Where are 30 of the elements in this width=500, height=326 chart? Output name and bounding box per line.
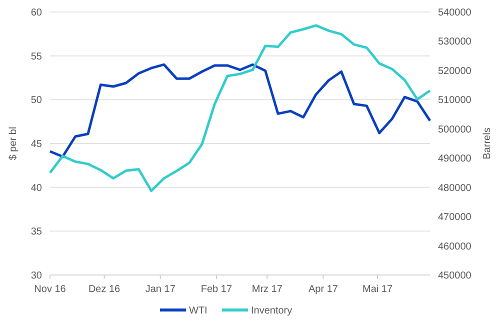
y2-tick-label: 490000 xyxy=(438,154,472,165)
y-tick-label: 60 xyxy=(30,8,42,18)
y2-tick-label: 480000 xyxy=(438,182,472,194)
y-tick-label: 40 xyxy=(30,182,42,194)
y2-tick-label: 510000 xyxy=(438,95,472,106)
x-tick-label: Feb 17 xyxy=(200,284,232,295)
y2-tick-label: 500000 xyxy=(438,124,472,136)
line-series xyxy=(48,63,432,158)
y2-tick-label: 520000 xyxy=(438,66,472,77)
line-series xyxy=(48,24,432,192)
x-tick-label: Mai 17 xyxy=(362,284,393,295)
y2-tick-label: 460000 xyxy=(438,241,472,252)
y2-axis-title: Barrels xyxy=(482,128,493,160)
y2-tick-label: 540000 xyxy=(438,8,472,18)
x-tick-label: Nov 16 xyxy=(34,284,66,295)
y-axis-title: $ per bl xyxy=(8,126,19,160)
y-tick-label: 35 xyxy=(30,226,42,238)
y-tick-label: 30 xyxy=(30,270,42,282)
y-tick-label: 55 xyxy=(30,51,42,62)
y-tick-label: 50 xyxy=(30,95,42,106)
y2-tick-label: 530000 xyxy=(438,36,472,48)
x-tick-label: Dez 16 xyxy=(88,284,121,295)
y2-tick-label: 470000 xyxy=(438,212,472,224)
x-tick-label: Apr 17 xyxy=(308,284,338,295)
x-tick-label: Jan 17 xyxy=(145,284,176,295)
y-tick-label: 45 xyxy=(30,139,42,150)
legend-label: WTI xyxy=(189,306,208,316)
x-tick-label: Mrz 17 xyxy=(252,284,283,295)
legend-label: Inventory xyxy=(251,306,292,316)
y2-tick-label: 450000 xyxy=(438,270,472,282)
